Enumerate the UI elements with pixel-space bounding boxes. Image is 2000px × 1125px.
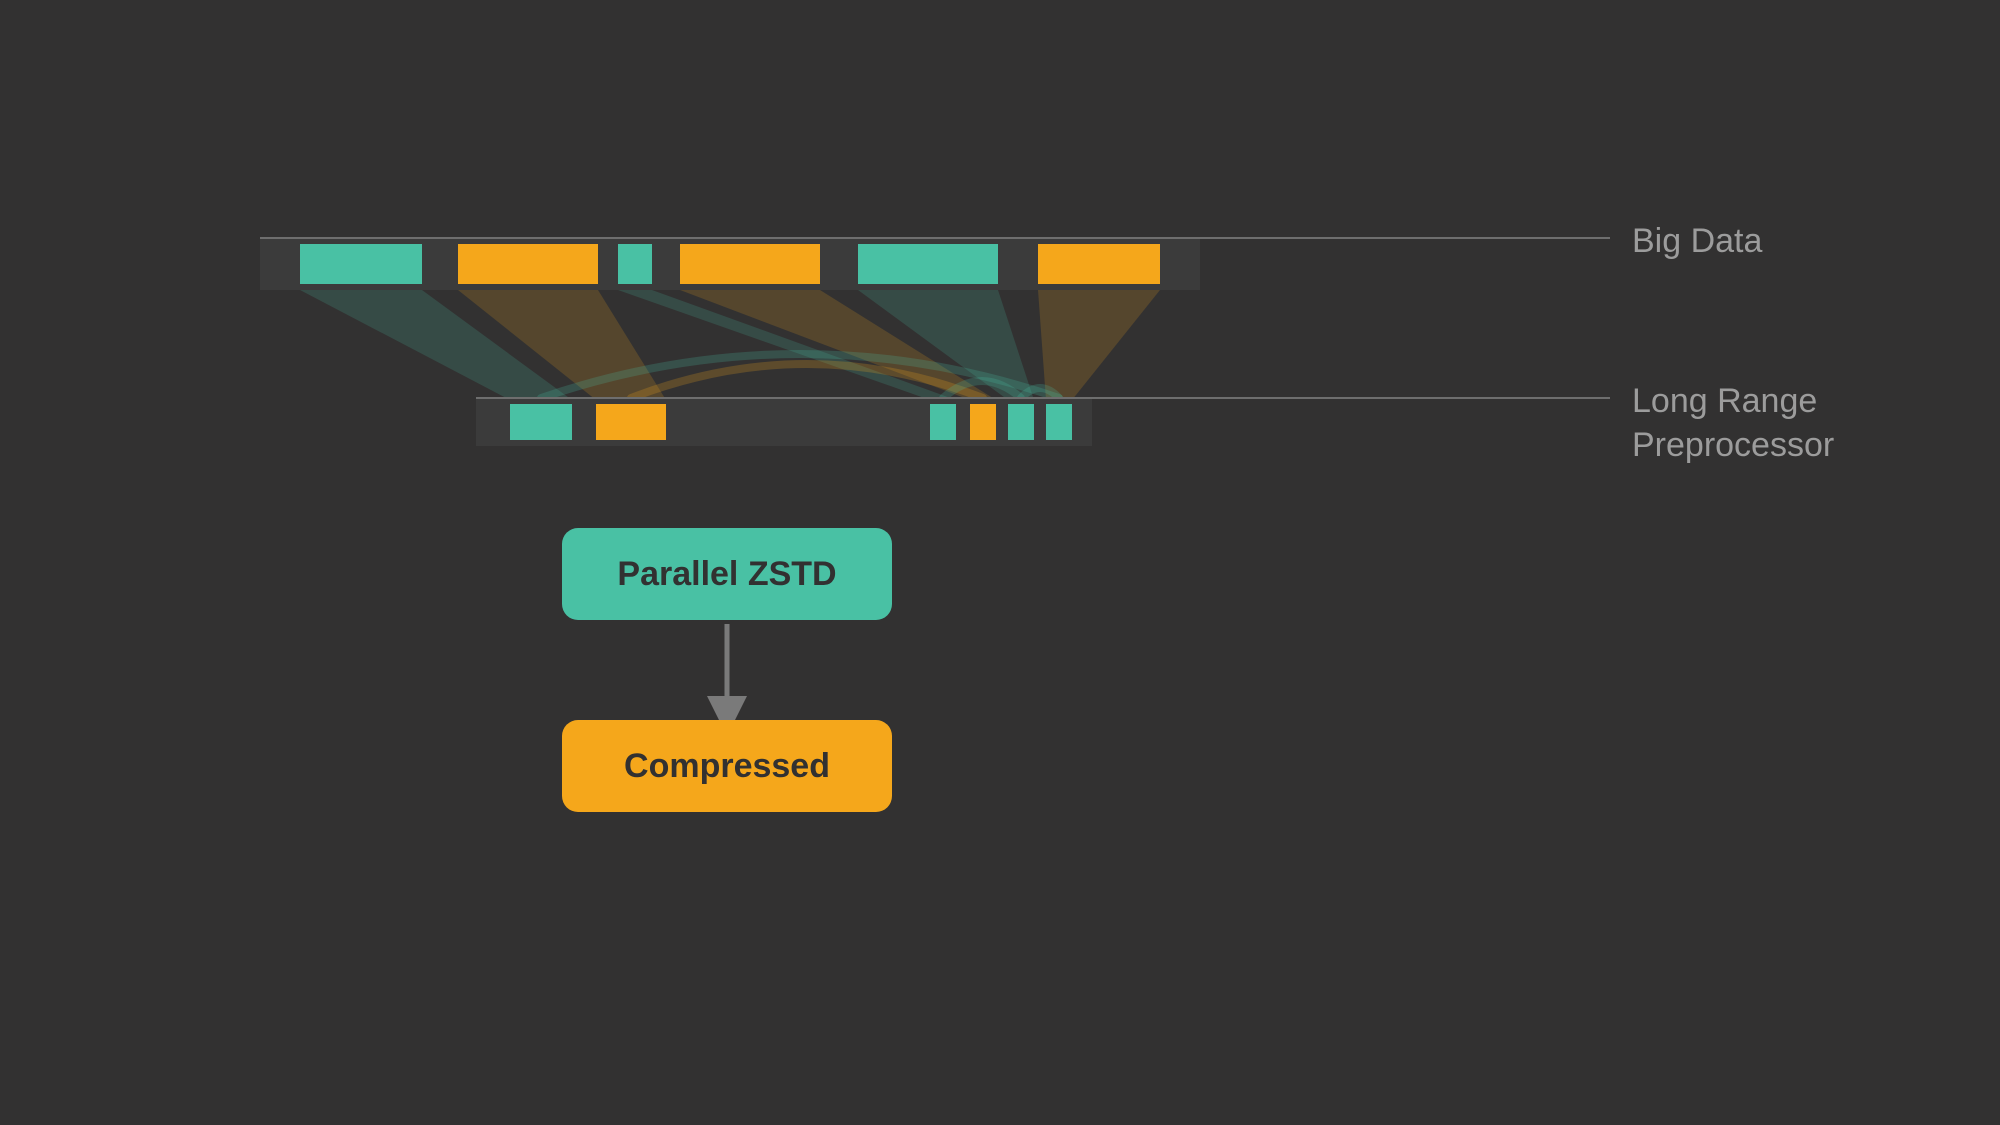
data-segment [510, 404, 572, 440]
data-segment [680, 244, 820, 284]
parallel-zstd-label: Parallel ZSTD [617, 555, 836, 593]
data-segment [1046, 404, 1072, 440]
data-segment [300, 244, 422, 284]
preprocessor-bar [476, 398, 1092, 446]
data-segment [1008, 404, 1034, 440]
preprocessor-label-line1: Long Range [1632, 382, 1817, 420]
data-segment [930, 404, 956, 440]
big-data-bar [260, 238, 1200, 290]
data-segment [618, 244, 652, 284]
zstd-pipeline-diagram: Big Data Long Range Preprocessor Parallel … [0, 0, 2000, 1125]
flow-bands [300, 290, 1160, 400]
stage-labels: Big Data Long Range Preprocessor [1092, 222, 1834, 464]
compressed-label: Compressed [624, 747, 830, 785]
parallel-zstd-box: Parallel ZSTD [562, 528, 892, 620]
data-segment [858, 244, 998, 284]
big-data-label: Big Data [1632, 222, 1762, 260]
data-segment [596, 404, 666, 440]
preprocessor-label-line2: Preprocessor [1632, 426, 1834, 464]
compressed-box: Compressed [562, 720, 892, 812]
data-segment [970, 404, 996, 440]
data-segment [458, 244, 598, 284]
data-segment [1038, 244, 1160, 284]
